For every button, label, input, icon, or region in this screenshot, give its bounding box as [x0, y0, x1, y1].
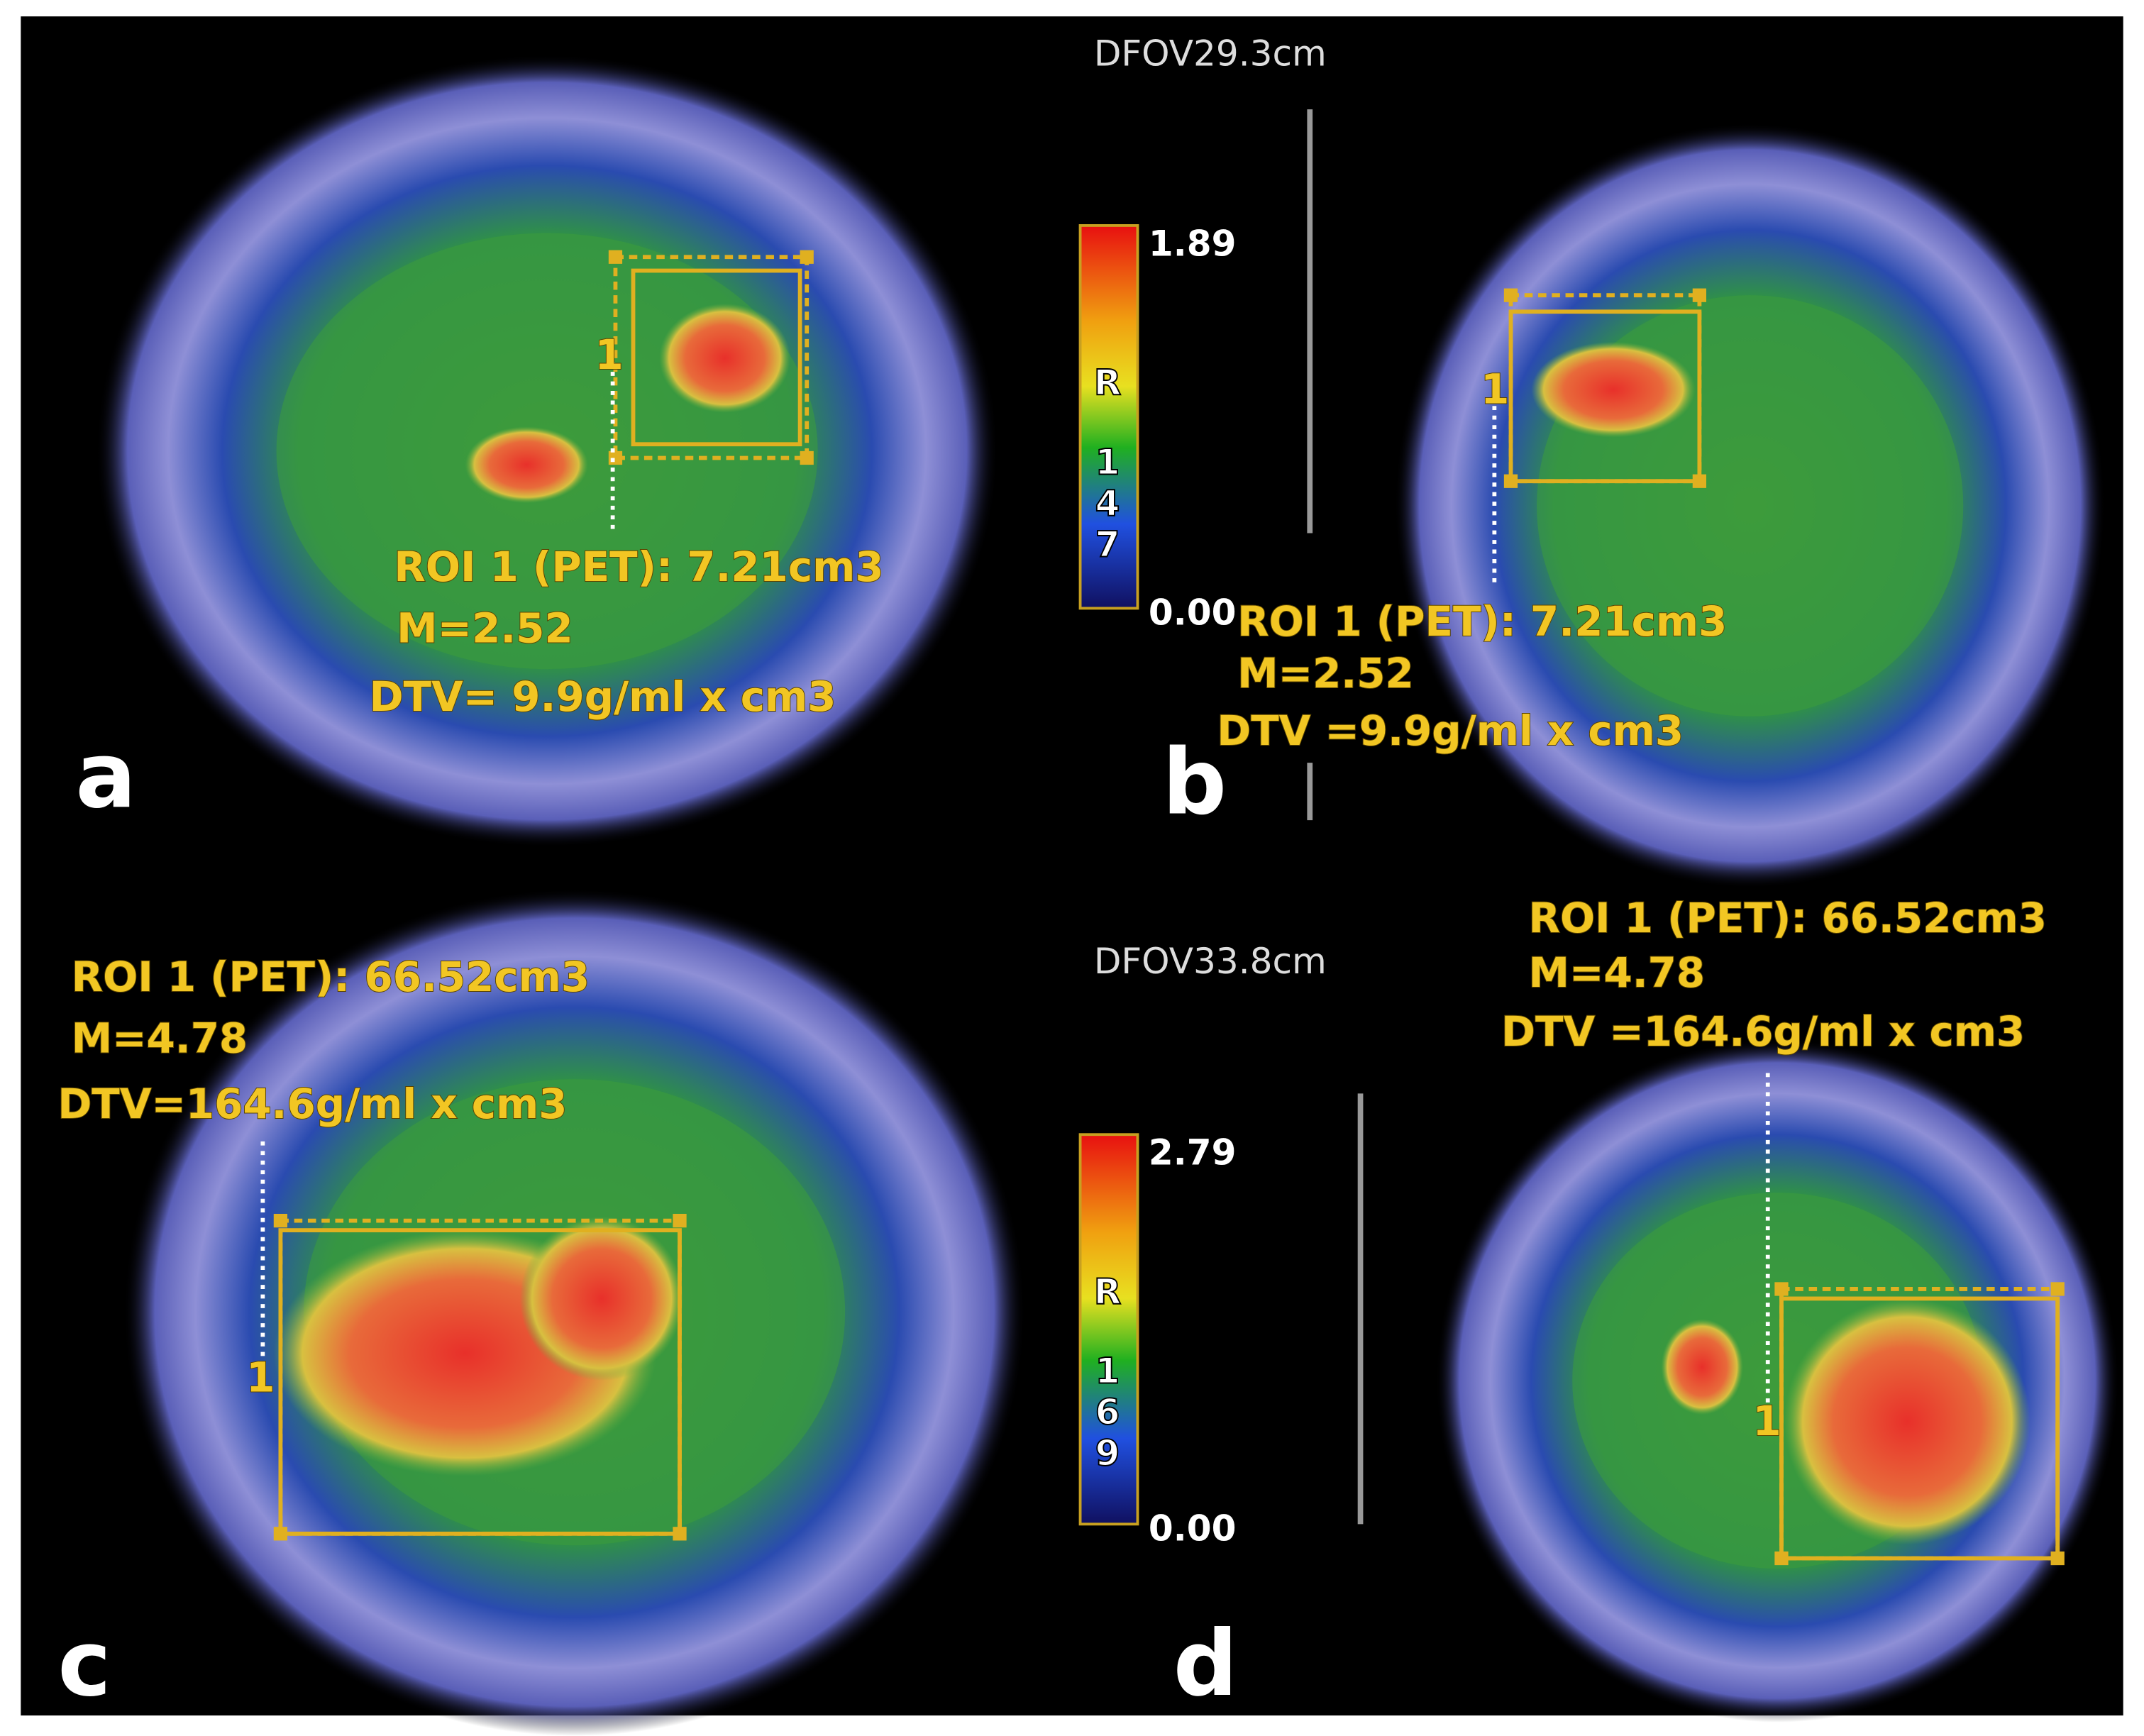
roi-handle — [1774, 1282, 1789, 1296]
scale-letter: R — [1087, 363, 1128, 404]
roi-handle — [273, 1527, 288, 1541]
roi-marker: 1 — [246, 1353, 275, 1401]
scale-code: 169 — [1087, 1351, 1128, 1474]
roi-outer — [613, 255, 809, 460]
roi-dtv: DTV= 9.9g/ml x cm3 — [370, 673, 836, 721]
roi-volume: ROI 1 (PET): 7.21cm3 — [1237, 597, 1727, 646]
dfov-label: DFOV29.3cm — [1094, 33, 1327, 74]
scale-max: 1.89 — [1149, 223, 1237, 264]
panel-label: d — [1173, 1611, 1238, 1716]
panel-label: c — [57, 1611, 111, 1716]
roi-box — [1508, 309, 1702, 484]
roi-box — [278, 1228, 682, 1536]
roi-handle — [1692, 474, 1707, 488]
scale-min: 0.00 — [1149, 592, 1237, 634]
uptake-region — [1784, 1298, 2030, 1545]
roi-handle — [273, 1213, 288, 1228]
scale-letter: R — [1087, 1271, 1128, 1312]
roi-handle — [1774, 1551, 1789, 1566]
roi-mean: M=4.78 — [72, 1014, 248, 1063]
roi-marker: 1 — [595, 331, 624, 379]
roi-handle — [673, 1213, 687, 1228]
panel-label: b — [1162, 729, 1227, 834]
roi-mean: M=2.52 — [397, 604, 573, 653]
roi-box — [1779, 1296, 2060, 1561]
dfov-label: DFOV33.8cm — [1094, 941, 1327, 982]
roi-outer — [278, 1218, 682, 1536]
uptake-region — [659, 303, 791, 413]
color-bar — [1078, 223, 1139, 610]
roi-handle — [800, 450, 814, 465]
roi-dtv: DTV =9.9g/ml x cm3 — [1217, 707, 1684, 755]
roi-handle — [1503, 288, 1518, 302]
roi-handle — [608, 250, 623, 264]
roi-dtv: DTV=164.6g/ml x cm3 — [57, 1080, 567, 1128]
roi-handle — [1692, 288, 1707, 302]
roi-volume: ROI 1 (PET): 66.52cm3 — [1529, 894, 2047, 942]
roi-dtv: DTV =164.6g/ml x cm3 — [1501, 1007, 2025, 1056]
roi-volume: ROI 1 (PET): 7.21cm3 — [394, 543, 883, 591]
roi-handle — [1503, 474, 1518, 488]
uptake-region — [519, 1216, 684, 1381]
roi-mean: M=2.52 — [1237, 649, 1414, 697]
roi-box — [631, 268, 802, 447]
color-bar — [1078, 1133, 1139, 1526]
panel-label: a — [75, 723, 136, 828]
uptake-region — [1531, 341, 1696, 438]
uptake-region — [465, 426, 588, 504]
roi-mean: M=4.78 — [1529, 949, 1706, 997]
roi-handle — [673, 1527, 687, 1541]
scale-max: 2.79 — [1149, 1132, 1237, 1173]
roi-marker: 1 — [1753, 1397, 1781, 1445]
roi-marker: 1 — [1481, 365, 1509, 413]
roi-handle — [2050, 1551, 2065, 1566]
uptake-region — [1661, 1319, 1744, 1415]
roi-handle — [800, 250, 814, 264]
scale-code: 147 — [1087, 441, 1128, 565]
roi-handle — [2050, 1282, 2065, 1296]
scale-min: 0.00 — [1149, 1508, 1237, 1549]
roi-volume: ROI 1 (PET): 66.52cm3 — [72, 953, 590, 1001]
